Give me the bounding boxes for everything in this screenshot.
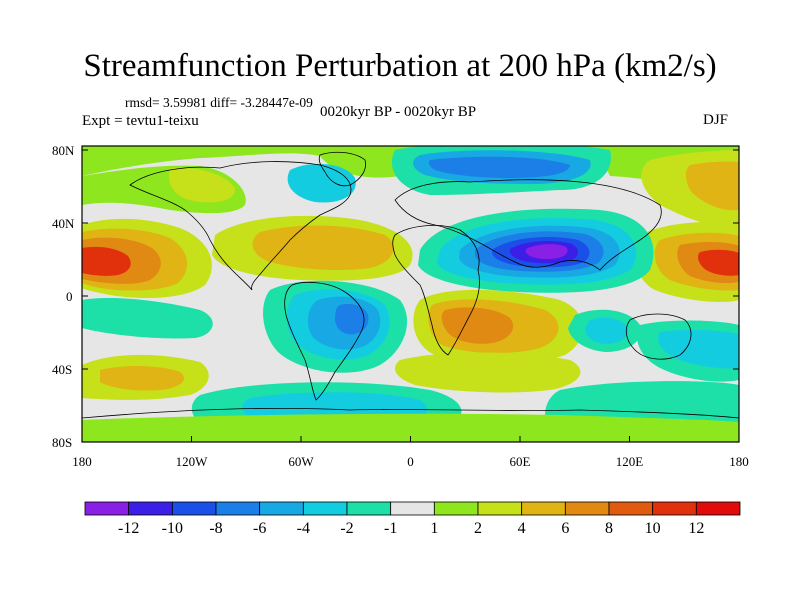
contour-red-eastpacific [698, 249, 739, 276]
colorbar-swatch [84, 501, 130, 516]
contour-blue-southamerica [335, 304, 369, 335]
contour-cyan-canada [287, 163, 356, 203]
colorbar-label: -1 [384, 520, 397, 537]
colorbar-label: 6 [561, 520, 569, 537]
colorbar-label: -10 [162, 520, 183, 537]
experiment-label: Expt = tevtu1-teixu [82, 113, 199, 129]
contour-gold-nepacific [685, 161, 739, 211]
stats-text: rmsd= 3.59981 diff= -3.28447e-09 [125, 95, 313, 110]
colorbar-label: -4 [297, 520, 310, 537]
lon-label-60w: 60W [288, 454, 314, 469]
colorbar-label: -2 [340, 520, 353, 537]
colorbar-label: -6 [253, 520, 266, 537]
colorbar-label: 12 [688, 520, 704, 537]
lon-label-0: 0 [407, 454, 414, 469]
colorbar-label: 2 [474, 520, 482, 537]
contour-red-westpacific [82, 246, 131, 276]
coast-greenland [318, 151, 367, 187]
contour-yellowgreen-southatlantic [395, 352, 581, 393]
coast-north-america [129, 161, 352, 291]
coast-antarctica [82, 407, 739, 419]
coast-africa [392, 225, 480, 356]
plot-title: Streamfunction Perturbation at 200 hPa (… [83, 48, 717, 84]
contour-blue-siberia [428, 156, 570, 178]
contour-teal-southpacific [82, 298, 213, 339]
colorbar-swatch [346, 501, 392, 516]
contour-cyan-indianocean [585, 317, 629, 344]
lon-label-60e: 60E [510, 454, 531, 469]
colorbar-swatch [171, 501, 217, 516]
colorbar-label: -12 [118, 520, 139, 537]
contour-field [82, 146, 739, 442]
lat-label-40s: 40S [52, 362, 72, 377]
lat-label-0: 0 [66, 289, 73, 304]
coast-eurasia [394, 179, 662, 271]
colorbar: -12 -10 -8 -6 -4 -2 -1 1 2 4 6 8 10 12 [84, 501, 741, 537]
colorbar-swatch [521, 501, 566, 516]
colorbar-swatch [215, 501, 261, 516]
colorbar-label: -8 [209, 520, 222, 537]
coast-south-america [284, 281, 365, 401]
contour-cyan-australia [658, 329, 739, 369]
colorbar-swatch [259, 501, 304, 516]
period-label: 0020kyr BP - 0020kyr BP [320, 104, 477, 120]
lon-label-120e: 120E [616, 454, 644, 469]
lon-label-180e: 180 [729, 454, 749, 469]
colorbar-swatch [128, 501, 173, 516]
colorbar-label: 1 [430, 520, 438, 537]
colorbar-swatch [477, 501, 523, 516]
contour-yellowgreen-alaska [169, 167, 236, 203]
contour-purple-asia [525, 244, 568, 260]
lon-label-180w: 180 [72, 454, 92, 469]
colorbar-swatch [564, 501, 610, 516]
coast-australia [625, 313, 692, 360]
lon-label-120w: 120W [176, 454, 209, 469]
lat-label-80n: 80N [52, 143, 75, 158]
lat-label-80s: 80S [52, 435, 72, 450]
lat-tick-marks [82, 149, 739, 443]
season-label: DJF [703, 112, 729, 128]
colorbar-swatch [652, 501, 697, 516]
coastlines [82, 151, 739, 419]
lon-tick-marks [81, 436, 740, 442]
colorbar-label: 10 [645, 520, 661, 537]
lat-label-40n: 40N [52, 216, 75, 231]
colorbar-swatch [433, 501, 479, 516]
colorbar-label: 4 [518, 520, 526, 537]
colorbar-swatch [695, 501, 741, 516]
contour-gold-atlantic [252, 225, 394, 270]
colorbar-label: 8 [605, 520, 613, 537]
colorbar-swatch [608, 501, 654, 516]
contour-green-antarctic-coast [82, 413, 739, 442]
colorbar-swatch [390, 501, 435, 516]
colorbar-swatch [302, 501, 348, 516]
contour-gold-southpacific [100, 366, 184, 391]
